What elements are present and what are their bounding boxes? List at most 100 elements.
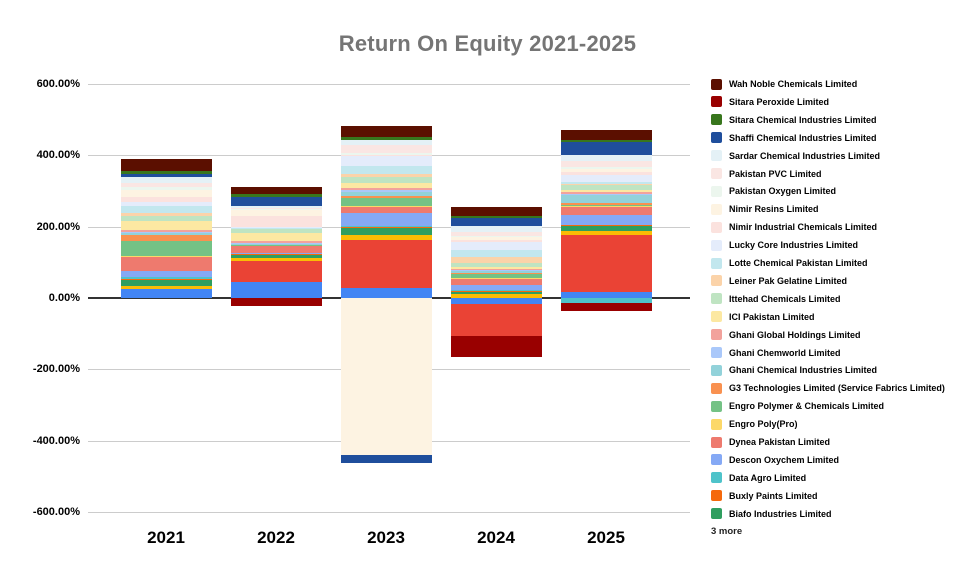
bar-segment[interactable] (120, 229, 212, 232)
bar-segment[interactable] (120, 176, 212, 183)
bar-segment[interactable] (340, 173, 432, 177)
bar-segment[interactable] (230, 216, 322, 227)
bar-segment[interactable] (120, 202, 212, 206)
bar-segment[interactable] (230, 197, 322, 206)
bar-segment[interactable] (450, 294, 542, 298)
bar-segment[interactable] (560, 224, 652, 226)
legend-item[interactable]: Ghani Global Holdings Limited (711, 328, 861, 342)
bar-segment[interactable] (560, 166, 652, 169)
bar-segment[interactable] (120, 173, 212, 177)
bar-segment[interactable] (560, 142, 652, 155)
bar-segment[interactable] (340, 126, 432, 138)
bar-segment[interactable] (120, 276, 212, 280)
bar-segment[interactable] (340, 196, 432, 198)
bar-segment[interactable] (120, 220, 212, 230)
bar-segment[interactable] (560, 193, 652, 195)
bar-segment[interactable] (560, 183, 652, 185)
bar-segment[interactable] (450, 304, 542, 337)
bar-segment[interactable] (340, 165, 432, 174)
bar-segment[interactable] (120, 197, 212, 203)
bar-segment[interactable] (120, 205, 212, 214)
bar-segment[interactable] (450, 285, 542, 291)
bar-segment[interactable] (230, 227, 322, 229)
bar-segment[interactable] (120, 255, 212, 258)
legend-item[interactable]: Engro Poly(Pro) (711, 417, 798, 431)
bar-segment[interactable] (120, 233, 212, 235)
bar-segment[interactable] (340, 197, 432, 206)
bar-segment[interactable] (340, 137, 432, 140)
bar-segment[interactable] (560, 168, 652, 173)
bar-segment[interactable] (560, 190, 652, 193)
bar-segment[interactable] (230, 298, 322, 306)
bar-segment[interactable] (560, 298, 652, 303)
bar-segment[interactable] (450, 270, 542, 273)
legend-item[interactable]: Wah Noble Chemicals Limited (711, 77, 857, 91)
bar-segment[interactable] (450, 298, 542, 305)
bar-segment[interactable] (120, 240, 212, 256)
bar-segment[interactable] (450, 277, 542, 279)
bar-segment[interactable] (560, 130, 652, 140)
legend-item[interactable]: Sitara Chemical Industries Limited (711, 113, 877, 127)
bar-segment[interactable] (340, 206, 432, 214)
bar-segment[interactable] (450, 250, 542, 257)
bar-segment[interactable] (450, 240, 542, 242)
bar-segment[interactable] (450, 262, 542, 267)
legend-item[interactable]: Pakistan PVC Limited (711, 167, 822, 181)
bar-segment[interactable] (120, 280, 212, 286)
bar-segment[interactable] (560, 161, 652, 167)
bar-segment[interactable] (340, 189, 432, 193)
bar-segment[interactable] (340, 176, 432, 183)
bar-segment[interactable] (120, 159, 212, 172)
legend-item[interactable]: Engro Polymer & Chemicals Limited (711, 399, 884, 413)
bar-segment[interactable] (450, 215, 542, 219)
bar-segment[interactable] (230, 245, 322, 253)
bar-segment[interactable] (450, 272, 542, 274)
bar-segment[interactable] (560, 139, 652, 143)
bar-segment[interactable] (340, 227, 432, 229)
legend-item[interactable]: Buxly Paints Limited (711, 489, 818, 503)
legend-item[interactable]: Lotte Chemical Pakistan Limited (711, 256, 868, 270)
bar-segment[interactable] (120, 171, 212, 174)
legend-item[interactable]: Nimir Resins Limited (711, 202, 819, 216)
legend-item[interactable]: Lucky Core Industries Limited (711, 238, 858, 252)
bar-segment[interactable] (340, 298, 432, 455)
bar-segment[interactable] (120, 231, 212, 234)
bar-segment[interactable] (340, 225, 432, 228)
bar-segment[interactable] (560, 207, 652, 216)
bar-segment[interactable] (230, 209, 322, 210)
legend-item[interactable]: Biafo Industries Limited (711, 507, 832, 521)
bar-segment[interactable] (230, 209, 322, 217)
bar-segment[interactable] (230, 240, 322, 244)
legend-item[interactable]: G3 Technologies Limited (Service Fabrics… (711, 381, 945, 395)
bar-segment[interactable] (120, 289, 212, 298)
bar-segment[interactable] (230, 257, 322, 261)
bar-segment[interactable] (120, 285, 212, 290)
bar-segment[interactable] (230, 208, 322, 210)
bar-segment[interactable] (450, 235, 542, 238)
bar-segment[interactable] (340, 288, 432, 298)
bar-segment[interactable] (450, 256, 542, 263)
bar-segment[interactable] (120, 182, 212, 188)
legend-item[interactable]: Nimir Industrial Chemicals Limited (711, 220, 877, 234)
bar-segment[interactable] (560, 182, 652, 184)
bar-segment[interactable] (450, 225, 542, 233)
bar-segment[interactable] (450, 273, 542, 278)
bar-segment[interactable] (340, 234, 432, 240)
bar-segment[interactable] (450, 269, 542, 271)
bar-segment[interactable] (560, 204, 652, 207)
bar-segment[interactable] (340, 228, 432, 235)
bar-segment[interactable] (230, 254, 322, 258)
legend-item[interactable]: Descon Oxychem Limited (711, 453, 839, 467)
bar-segment[interactable] (340, 139, 432, 145)
legend-item[interactable]: Data Agro Limited (711, 471, 806, 485)
bar-segment[interactable] (340, 153, 432, 155)
bar-segment[interactable] (450, 237, 542, 241)
bar-segment[interactable] (340, 156, 432, 166)
bar-segment[interactable] (120, 234, 212, 241)
bar-segment[interactable] (560, 184, 652, 191)
bar-segment[interactable] (230, 252, 322, 254)
bar-segment[interactable] (230, 227, 322, 228)
bar-segment[interactable] (340, 182, 432, 189)
bar-segment[interactable] (340, 213, 432, 226)
bar-segment[interactable] (120, 189, 212, 198)
